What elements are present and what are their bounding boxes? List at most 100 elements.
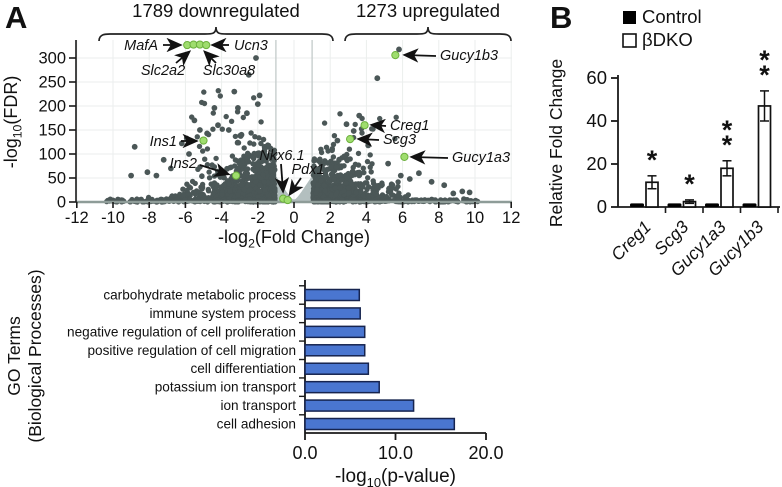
legend-swatch-bdko (622, 33, 637, 48)
gene-dot-Pdx1 (283, 195, 292, 205)
go-bar (304, 362, 370, 375)
gene-dot-Creg1 (360, 121, 369, 130)
panel-b-label: B (550, 0, 573, 35)
go-bar (304, 344, 366, 357)
go-bar (304, 417, 456, 431)
gene-label-Ins1: Ins1 (150, 134, 177, 150)
gene-dot-Ins1 (199, 136, 208, 145)
go-y-axis-title-line: GO Terms (4, 316, 24, 396)
x-tick-label: -12 (65, 209, 89, 227)
gene-arrow-Creg1 (369, 118, 387, 134)
volcano-plot: -12 -10 -8 -6 -4 -2 0 2 4 6 8 10 12 0 50 100 150 200 250 30… (1, 0, 520, 251)
downregulated-count-label: 1789 downregulated (132, 0, 300, 21)
significance-star: * (759, 60, 770, 90)
x-tick-label: -2 (250, 209, 265, 227)
gene-dot-Gucy1b3 (391, 51, 400, 60)
y-tick-label: 250 (38, 74, 66, 92)
volcano-ticks: -12 -10 -8 -6 -4 -2 0 2 4 6 8 10 12 0 50 100 150 200 250 30… (38, 50, 520, 228)
go-category-label: potassium ion transport (155, 380, 297, 395)
go-category-label: cell adhesion (217, 417, 296, 432)
gene-label-Creg1: Creg1 (390, 118, 430, 134)
gene-label-Ins2: Ins2 (170, 156, 197, 172)
gene-arrow-Slc2a2 (174, 50, 192, 67)
gene-arrow-Pdx1 (288, 177, 304, 197)
x-tick-label: -10 (101, 209, 125, 227)
gene-dot-Ucn3 (202, 40, 211, 50)
gene-arrow-Scg3 (356, 132, 380, 147)
go-y-axis-title-line: (Biological Processes) (25, 269, 45, 442)
x-tick-label: 8 (434, 209, 443, 227)
go-x-tick-label: 0.0 (292, 443, 317, 463)
y-tick-label: 100 (38, 146, 66, 164)
significance-star: * (759, 45, 770, 75)
gene-label-Gucy1a3: Gucy1a3 (452, 150, 510, 166)
significance-star: * (722, 130, 733, 160)
qpcr-y-tick-label: 0 (597, 196, 607, 217)
gene-label-Nkx6.1: Nkx6.1 (259, 148, 304, 164)
significance-star: * (722, 115, 733, 145)
gene-arrow-Nkx6.1 (274, 163, 290, 194)
legend-label-bdko: βDKO (642, 29, 693, 50)
x-tick-label: -8 (142, 209, 157, 227)
significance-star: * (647, 145, 658, 175)
brace (344, 26, 512, 42)
gene-dot-Scg3 (346, 135, 355, 144)
x-tick-label: 0 (289, 209, 298, 227)
panel-a-label: A (5, 0, 28, 35)
upregulated-count-label: 1273 upregulated (356, 0, 500, 21)
gene-arrow-Gucy1a3 (409, 150, 449, 165)
significance-star: * (684, 169, 695, 199)
x-tick-label: -4 (214, 209, 229, 227)
go-x-tick-label: 20.0 (468, 443, 503, 463)
qpcr-y-axis-title: Relative Fold Change (546, 59, 566, 227)
go-bar (304, 288, 361, 302)
y-tick-label: 200 (38, 98, 66, 116)
go-bar (304, 307, 361, 320)
gene-dot-Gucy1a3 (400, 152, 409, 161)
x-tick-label: 2 (326, 209, 335, 227)
gene-label-Gucy1b3: Gucy1b3 (440, 48, 498, 64)
gene-label-Ucn3: Ucn3 (234, 38, 268, 54)
go-category-label: positive regulation of cell migration (87, 343, 296, 358)
control-bar (667, 203, 682, 207)
qpcr-category-label: Creg1 (607, 217, 655, 265)
go-terms-bar-chart: carbohydrate metabolic process immune sys… (4, 269, 504, 487)
qpcr-y-tick-label: 60 (586, 67, 607, 88)
gene-arrow-Ins2 (199, 163, 231, 177)
legend-swatch-control (623, 11, 636, 24)
gene-label-Slc2a2: Slc2a2 (141, 63, 185, 79)
gene-label-Slc30a8: Slc30a8 (203, 63, 255, 79)
y-tick-label: 0 (57, 194, 66, 212)
gene-label-Scg3: Scg3 (383, 132, 416, 148)
go-bar (304, 380, 380, 394)
gene-arrow-Slc30a8 (203, 50, 220, 67)
x-tick-label: 6 (398, 209, 407, 227)
x-tick-label: 10 (466, 209, 484, 227)
x-tick-label: 12 (502, 209, 520, 227)
control-bar (630, 203, 644, 207)
qpcr-y-tick-label: 40 (586, 110, 607, 131)
gene-label-MafA: MafA (124, 38, 158, 54)
legend-label-control: Control (642, 6, 702, 27)
go-bar (304, 399, 415, 412)
control-bar (742, 203, 757, 207)
go-x-tick-label: 10.0 (378, 443, 413, 463)
go-category-label: ion transport (220, 398, 296, 413)
go-category-label: immune system process (149, 306, 296, 321)
go-bar (304, 325, 366, 339)
go-x-axis-title: -log10(p-value) (335, 466, 456, 487)
qpcr-y-tick-label: 20 (586, 153, 607, 174)
gene-label-Pdx1: Pdx1 (291, 162, 324, 178)
gene-arrow-Gucy1b3 (402, 48, 437, 63)
y-tick-label: 50 (48, 170, 66, 188)
volcano-x-axis-title: -log2(Fold Change) (218, 227, 370, 251)
go-category-label: negative regulation of cell proliferatio… (67, 324, 296, 339)
x-tick-label: -6 (178, 209, 193, 227)
y-tick-label: 300 (38, 50, 66, 68)
gene-dot-Ins2 (231, 171, 241, 180)
volcano-y-axis-title: -log10(FDR) (1, 76, 25, 169)
y-tick-label: 150 (38, 122, 66, 140)
control-bar (705, 203, 719, 207)
